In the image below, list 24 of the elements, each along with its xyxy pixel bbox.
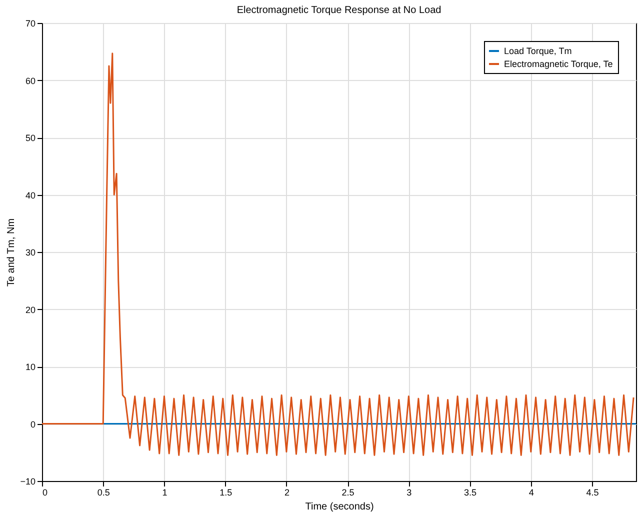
- x-tick-label: 3.5: [464, 488, 477, 498]
- chart-title: Electromagnetic Torque Response at No Load: [236, 5, 442, 16]
- x-tick-label: 0: [42, 488, 48, 498]
- x-tick-label: 1.5: [220, 488, 232, 498]
- y-tick-label: −10: [20, 476, 36, 486]
- y-tick-label: 70: [25, 18, 36, 28]
- legend-label: Load Torque, Tm: [504, 46, 572, 56]
- x-tick-label: 2.5: [342, 488, 354, 498]
- legend-label: Electromagnetic Torque, Te: [504, 59, 613, 69]
- y-tick-label: 60: [25, 76, 36, 86]
- y-tick-label: 10: [25, 362, 36, 372]
- x-tick-label: 4: [528, 488, 534, 498]
- x-axis-title: Time (seconds): [305, 502, 374, 512]
- y-tick-label: 50: [25, 133, 36, 143]
- x-tick-label: 2: [284, 488, 290, 498]
- x-tick-label: 0.5: [97, 488, 110, 498]
- x-tick-label: 1: [162, 488, 168, 498]
- y-tick-label: 20: [25, 304, 36, 315]
- y-tick-label: 40: [25, 190, 36, 200]
- x-tick-label: 3: [406, 488, 412, 498]
- y-tick-label: 30: [25, 248, 36, 258]
- x-tick-label: 4.5: [586, 488, 599, 498]
- y-axis-title: Te and Tm, Nm: [6, 218, 18, 287]
- y-tick-label: 0: [30, 419, 36, 430]
